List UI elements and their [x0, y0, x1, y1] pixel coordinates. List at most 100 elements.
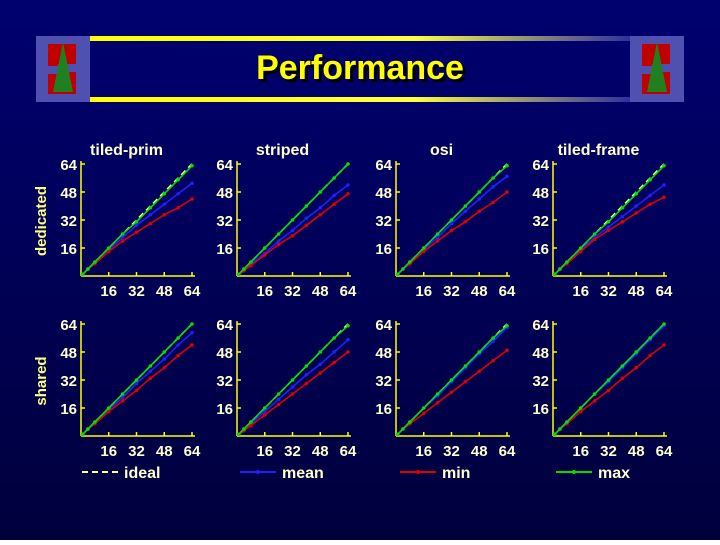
data-point — [606, 378, 611, 382]
data-point — [421, 411, 426, 416]
data-point — [190, 343, 194, 347]
data-point — [395, 272, 400, 277]
data-point — [304, 216, 309, 221]
chart-title: tiled-frame — [558, 142, 640, 159]
data-point — [80, 432, 85, 437]
data-point — [134, 219, 139, 224]
legend-marker — [572, 470, 576, 474]
data-point — [505, 323, 509, 328]
data-point — [148, 364, 153, 368]
data-point — [134, 381, 139, 386]
data-point — [148, 212, 153, 217]
data-point — [290, 218, 295, 222]
data-point — [249, 423, 253, 428]
data-point — [276, 232, 281, 236]
x-tick-label: 16 — [415, 283, 432, 300]
y-tick-label: 48 — [60, 185, 77, 202]
data-point — [176, 353, 180, 358]
x-tick-label: 64 — [184, 443, 201, 460]
data-point — [290, 385, 295, 389]
data-point — [592, 399, 597, 403]
data-point — [318, 350, 323, 354]
data-point — [552, 432, 557, 437]
data-point — [558, 267, 562, 271]
logo — [630, 36, 684, 102]
data-point — [435, 392, 440, 396]
data-point — [592, 232, 597, 236]
y-tick-label: 64 — [216, 317, 233, 334]
data-point — [106, 246, 111, 250]
y-tick-label: 64 — [60, 157, 77, 174]
data-point — [86, 267, 90, 271]
data-point — [449, 390, 454, 395]
data-point — [491, 184, 495, 189]
data-point — [463, 204, 468, 208]
y-tick-label: 16 — [532, 241, 549, 258]
x-tick-label: 64 — [184, 283, 201, 300]
data-point — [565, 260, 569, 264]
data-point — [190, 181, 194, 186]
x-tick-label: 48 — [156, 283, 173, 300]
series-line — [82, 165, 193, 275]
data-point — [477, 197, 482, 201]
data-point — [648, 353, 652, 358]
y-tick-label: 16 — [60, 241, 77, 258]
legend-label: min — [442, 465, 470, 482]
legend-marker — [416, 470, 420, 474]
data-point — [332, 202, 336, 207]
data-point — [634, 350, 639, 354]
data-point — [463, 379, 468, 384]
data-point — [477, 190, 482, 194]
series-line — [554, 323, 665, 435]
data-point — [249, 260, 253, 264]
y-tick-label: 32 — [375, 213, 392, 230]
data-point — [318, 212, 323, 217]
legend-label: ideal — [124, 465, 160, 482]
y-tick-label: 48 — [532, 345, 549, 362]
data-point — [421, 406, 426, 410]
y-tick-label: 48 — [60, 345, 77, 362]
data-point — [477, 209, 482, 214]
data-point — [620, 205, 625, 210]
data-point — [435, 239, 440, 243]
data-point — [162, 191, 167, 196]
data-point — [634, 211, 639, 215]
x-tick-label: 32 — [128, 443, 145, 460]
data-point — [435, 232, 440, 236]
data-point — [249, 420, 253, 424]
data-point — [606, 219, 611, 224]
data-point — [276, 392, 281, 396]
data-point — [242, 267, 246, 271]
data-point — [662, 343, 666, 347]
data-point — [120, 232, 125, 236]
data-point — [620, 214, 625, 219]
data-point — [290, 378, 295, 382]
data-point — [249, 263, 253, 268]
x-tick-label: 16 — [256, 283, 273, 300]
y-tick-label: 16 — [216, 241, 233, 258]
y-tick-label: 64 — [375, 317, 392, 334]
data-point — [491, 339, 495, 344]
x-tick-label: 16 — [415, 443, 432, 460]
y-tick-label: 48 — [532, 185, 549, 202]
data-point — [176, 191, 180, 196]
x-tick-label: 48 — [312, 283, 329, 300]
data-point — [606, 388, 611, 393]
x-tick-label: 64 — [656, 443, 673, 460]
x-tick-label: 32 — [128, 283, 145, 300]
data-point — [304, 223, 309, 228]
data-point — [120, 392, 125, 396]
data-point — [463, 219, 468, 224]
data-point — [120, 395, 125, 400]
x-tick-label: 48 — [628, 283, 645, 300]
data-point — [505, 190, 509, 194]
data-point — [592, 237, 597, 242]
data-point — [93, 420, 97, 424]
logo — [36, 36, 90, 102]
data-point — [162, 357, 167, 361]
data-point — [505, 348, 509, 353]
data-point — [491, 200, 495, 205]
data-point — [606, 228, 611, 233]
legend-marker — [256, 470, 260, 474]
